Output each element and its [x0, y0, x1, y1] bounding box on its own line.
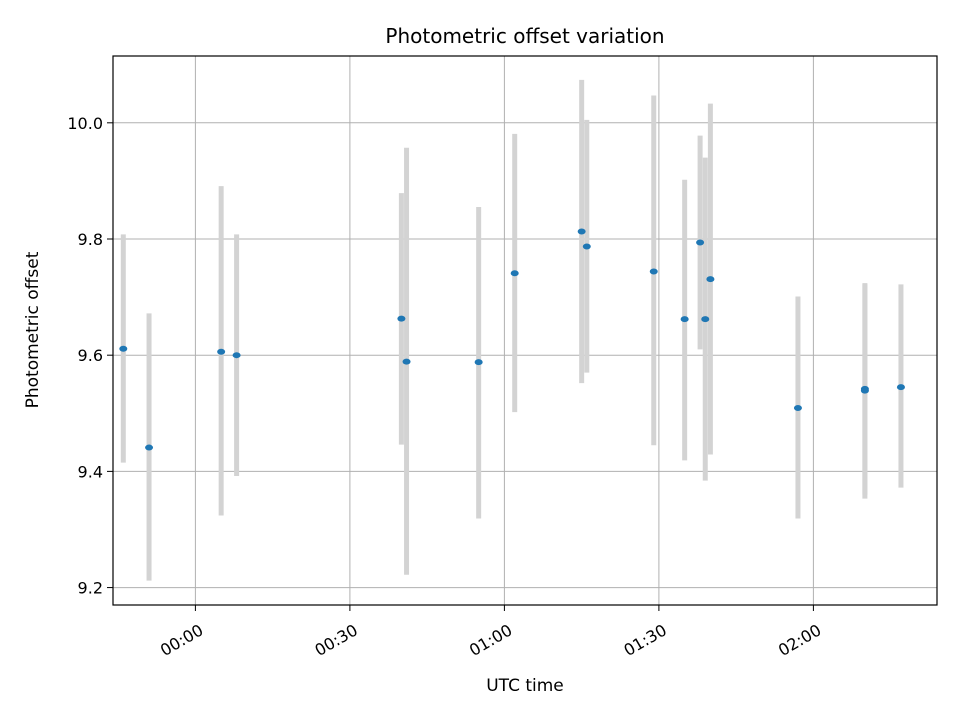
data-points — [119, 228, 905, 451]
y-tick-label: 10.0 — [67, 114, 103, 133]
plot-frame — [112, 55, 938, 606]
y-axis-title: Photometric offset — [23, 251, 43, 408]
data-point — [706, 276, 715, 283]
x-axis-title: UTC time — [486, 676, 564, 696]
data-point — [860, 385, 869, 392]
data-point — [232, 352, 241, 359]
data-point — [582, 243, 591, 250]
data-point — [793, 405, 802, 412]
data-point — [896, 384, 905, 391]
data-point — [680, 316, 689, 323]
data-point — [119, 345, 128, 352]
y-tick-label: 9.8 — [78, 230, 103, 249]
y-tick-label: 9.4 — [78, 462, 103, 481]
y-tick-label: 9.2 — [78, 579, 103, 598]
data-point — [510, 270, 519, 277]
data-point — [649, 268, 658, 275]
data-point — [397, 315, 406, 322]
data-point — [402, 358, 411, 365]
data-point — [474, 359, 483, 366]
data-point — [217, 348, 226, 355]
data-point — [696, 239, 705, 246]
y-tick-label: 9.6 — [78, 346, 103, 365]
data-point — [701, 316, 710, 323]
data-point — [145, 444, 154, 451]
chart-title: Photometric offset variation — [385, 24, 664, 48]
data-point — [577, 228, 586, 235]
